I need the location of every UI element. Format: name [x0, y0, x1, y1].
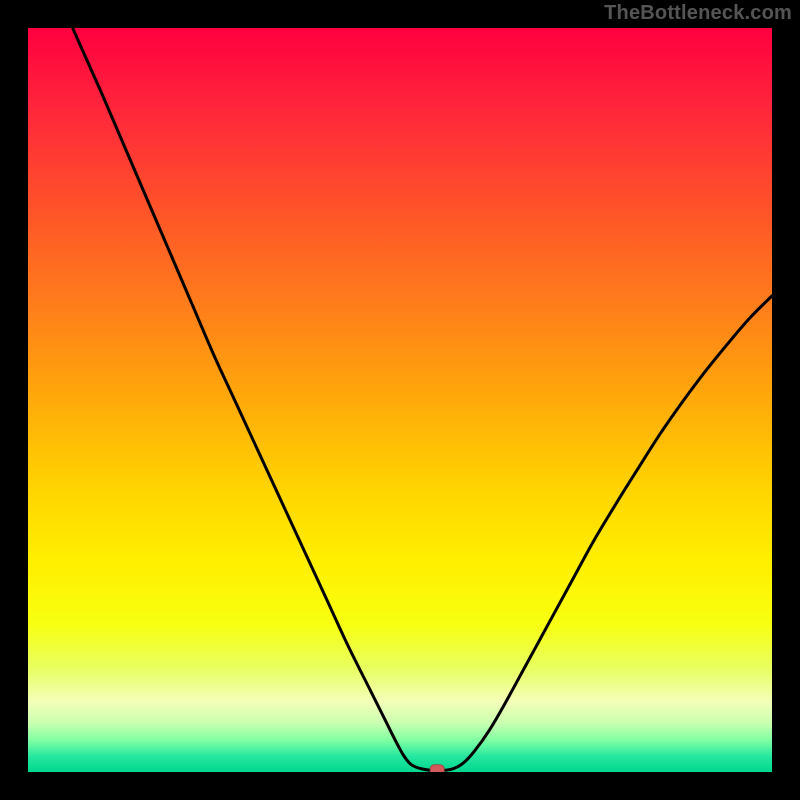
chart-stage: TheBottleneck.com: [0, 0, 800, 800]
watermark-text: TheBottleneck.com: [604, 2, 792, 25]
bottleneck-chart: [0, 0, 800, 800]
chart-background: [28, 28, 772, 772]
